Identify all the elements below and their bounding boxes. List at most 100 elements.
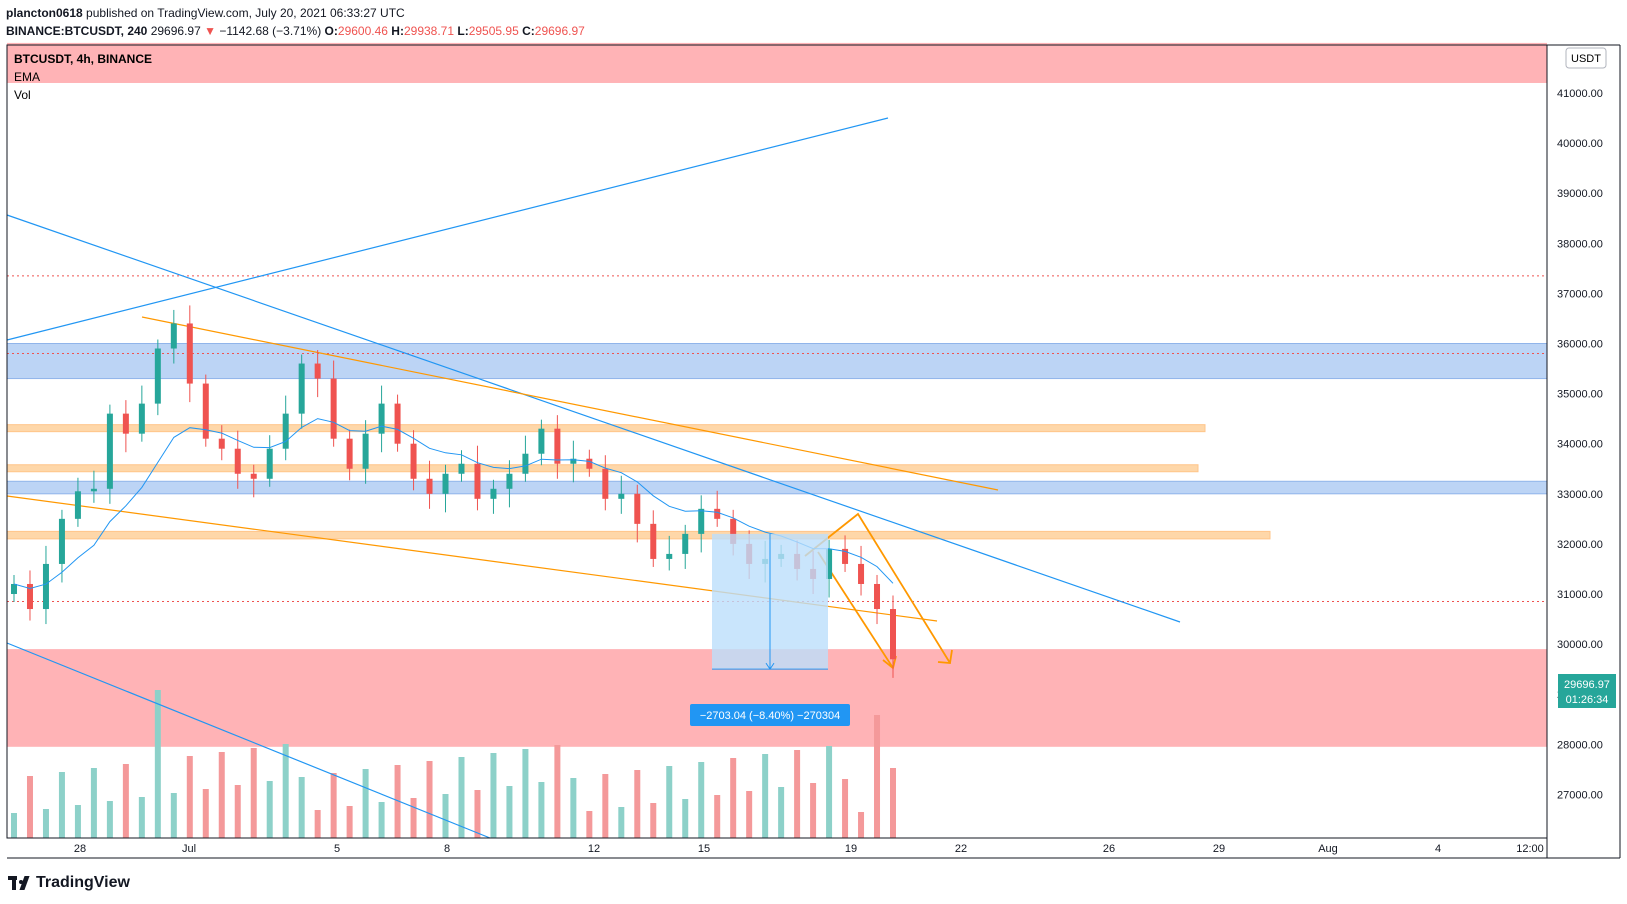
volume-bar <box>442 794 449 838</box>
volume-bar <box>458 757 465 838</box>
x-tick-label: 5 <box>334 843 340 855</box>
candle-body <box>362 433 369 469</box>
x-tick-label: 29 <box>1213 843 1225 855</box>
y-tick-label: 33000.00 <box>1557 489 1603 501</box>
currency-label: USDT <box>1571 53 1601 65</box>
candle-body <box>42 563 49 610</box>
candle-body <box>234 448 241 474</box>
candle-body <box>682 533 689 554</box>
ema-line <box>13 418 894 590</box>
candle-body <box>890 609 896 660</box>
volume-bar <box>122 764 129 838</box>
y-tick-label: 39000.00 <box>1557 188 1603 200</box>
x-tick-label: 12 <box>588 843 600 855</box>
volume-bar <box>890 768 896 838</box>
volume-bar <box>378 802 385 838</box>
candle-body <box>874 583 881 610</box>
volume-bar <box>362 769 369 838</box>
volume-bar <box>42 809 49 838</box>
candle-body <box>202 383 209 439</box>
volume-bar <box>618 807 625 838</box>
x-tick-label: 26 <box>1103 843 1115 855</box>
volume-bar <box>314 810 321 838</box>
candle-body <box>218 438 225 449</box>
volume-bar <box>74 805 81 838</box>
volume-bar <box>810 783 817 838</box>
x-tick-label: Aug <box>1318 843 1338 855</box>
volume-bar <box>58 772 65 838</box>
candle-body <box>90 488 97 492</box>
x-tick-label: 4 <box>1435 843 1441 855</box>
candle-body <box>426 478 433 494</box>
candle-body <box>394 403 401 444</box>
volume-bar <box>794 750 801 838</box>
orange-zone <box>6 424 1206 433</box>
volume-bar <box>874 715 881 838</box>
ohlc-line: BINANCE:BTCUSDT, 240 29696.97 ▼ −1142.68… <box>6 22 585 40</box>
change-arrow-icon: ▼ <box>204 24 216 38</box>
candle-body <box>602 468 609 499</box>
volume-bar <box>506 786 513 838</box>
candle-body <box>634 493 641 524</box>
currency-badge[interactable]: USDT <box>1565 47 1607 69</box>
publisher-name[interactable]: plancton0618 <box>6 6 83 20</box>
close-value: 29696.97 <box>534 24 585 38</box>
orange-trend-line <box>141 316 999 491</box>
x-tick-label: 12:00 <box>1516 843 1544 855</box>
legend-vol[interactable]: Vol <box>14 88 31 102</box>
x-tick-label: 19 <box>845 843 857 855</box>
volume-bar <box>842 779 849 838</box>
change-value: −1142.68 (−3.71%) <box>219 24 322 38</box>
candle-body <box>378 403 385 434</box>
candle-body <box>698 508 705 534</box>
y-tick-label: 32000.00 <box>1557 539 1603 551</box>
volume-bar <box>858 812 865 838</box>
y-tick-label: 37000.00 <box>1557 288 1603 300</box>
candle-body <box>666 553 673 559</box>
volume-bar <box>202 789 209 838</box>
last-price: 29696.97 <box>150 24 201 38</box>
candle-body <box>442 473 449 494</box>
y-tick-label: 35000.00 <box>1557 389 1603 401</box>
high-value: 29938.71 <box>403 24 455 38</box>
y-tick-label: 30000.00 <box>1557 639 1603 651</box>
measure-label[interactable]: −2703.04 (−8.40%) −270304 <box>690 704 850 726</box>
blue-zone <box>6 343 1548 380</box>
volume-bar <box>234 785 241 838</box>
tradingview-logo[interactable]: TradingView <box>8 874 130 892</box>
candle-body <box>618 493 625 499</box>
blue-trend-line <box>6 642 491 839</box>
open-label: O: <box>324 24 338 38</box>
volume-bar <box>778 787 785 838</box>
candle-body <box>186 323 193 384</box>
candle-body <box>266 448 273 479</box>
candle-body <box>58 518 65 564</box>
candle-body <box>410 443 417 479</box>
legend-symbol[interactable]: BTCUSDT, 4h, BINANCE <box>14 52 152 66</box>
volume-bar <box>250 748 257 838</box>
candle-body <box>106 413 113 489</box>
volume-bar <box>602 774 609 838</box>
last-price-badge: 29696.97 01:26:34 <box>1558 674 1616 708</box>
candle-body <box>506 473 513 489</box>
volume-bar <box>410 798 417 838</box>
blue-trend-line <box>6 214 1181 623</box>
volume-bar <box>634 770 641 838</box>
brand-name: TradingView <box>36 874 130 891</box>
symbol-full: BINANCE:BTCUSDT, 240 <box>6 24 148 38</box>
candle-body <box>138 403 145 434</box>
candle-body <box>458 463 465 474</box>
volume-bar <box>266 781 273 838</box>
badge-countdown: 01:26:34 <box>1566 694 1609 706</box>
measure-text: −2703.04 (−8.40%) −270304 <box>700 710 840 722</box>
volume-bar <box>11 813 17 838</box>
volume-bar <box>154 690 161 838</box>
candle-body <box>570 458 577 464</box>
y-tick-label: 41000.00 <box>1557 88 1603 100</box>
volume-bar <box>330 773 337 838</box>
volume-bar <box>538 782 545 838</box>
candle-body <box>586 458 593 469</box>
legend-ema[interactable]: EMA <box>14 70 40 84</box>
publish-line: plancton0618 published on TradingView.co… <box>6 4 585 22</box>
